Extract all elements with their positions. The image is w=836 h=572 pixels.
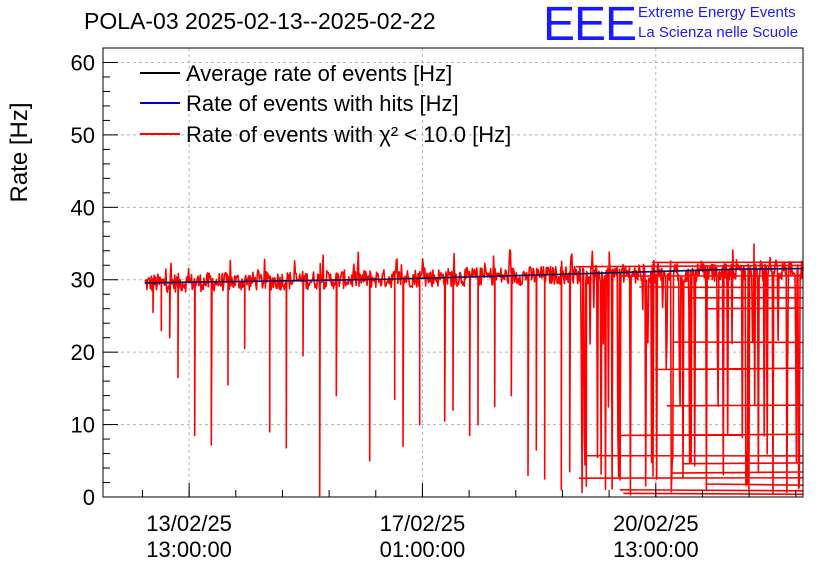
legend-chi2-label: Rate of events with χ² < 10.0 [Hz] xyxy=(186,122,511,147)
x-tick-label-time: 13:00:00 xyxy=(613,537,699,562)
legend-average-label: Average rate of events [Hz] xyxy=(186,61,452,86)
eee-logo-line2: La Scienza nelle Scuole xyxy=(638,24,799,41)
eee-logo-line1: Extreme Energy Events xyxy=(638,4,796,21)
series-chi2-rate xyxy=(144,243,804,497)
series-average-rate xyxy=(144,267,804,284)
series-hits-rate xyxy=(144,268,804,284)
y-tick-label: 0 xyxy=(83,485,95,510)
y-tick-label: 40 xyxy=(71,195,95,220)
grid-lines xyxy=(103,48,803,497)
y-axis-label: Rate [Hz] xyxy=(6,102,33,202)
x-tick-label-date: 13/02/25 xyxy=(146,511,232,536)
legend: Average rate of events [Hz] Rate of event… xyxy=(140,61,511,147)
y-tick-label: 10 xyxy=(71,413,95,438)
series-layer xyxy=(144,243,804,497)
axis-ticks xyxy=(103,47,797,498)
plot-frame xyxy=(102,47,804,498)
chart-title: POLA-03 2025-02-13--2025-02-22 xyxy=(84,8,436,34)
y-tick-label: 60 xyxy=(71,50,95,75)
x-tick-label-time: 13:00:00 xyxy=(146,537,232,562)
x-tick-label-date: 20/02/25 xyxy=(613,511,699,536)
y-tick-label: 30 xyxy=(71,268,95,293)
x-tick-label-time: 01:00:00 xyxy=(380,537,466,562)
y-tick-label: 20 xyxy=(71,340,95,365)
y-tick-label: 50 xyxy=(71,123,95,148)
x-tick-label-date: 17/02/25 xyxy=(380,511,466,536)
eee-logo-mark: EEE xyxy=(543,0,637,51)
legend-hits-label: Rate of events with hits [Hz] xyxy=(186,91,459,116)
